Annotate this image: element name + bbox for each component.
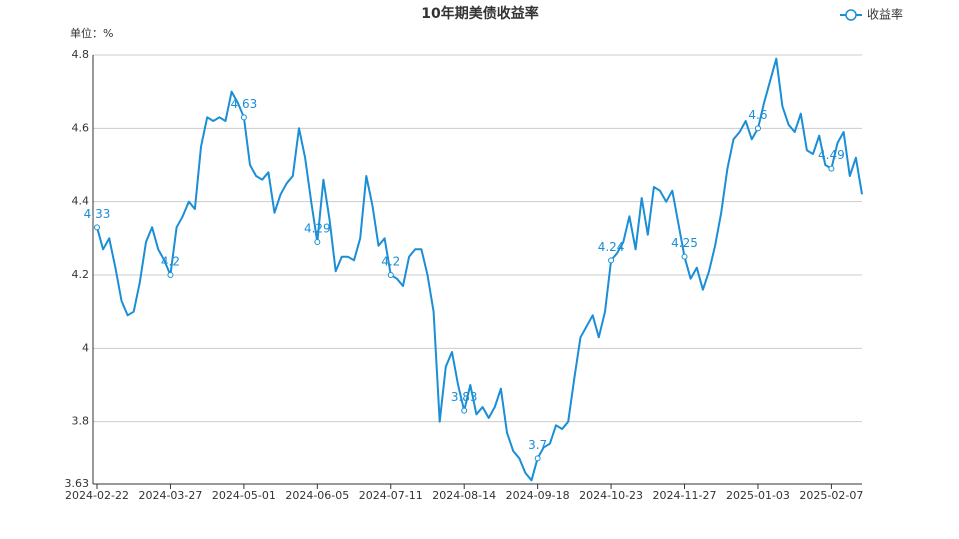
data-point — [608, 257, 615, 264]
data-point — [314, 239, 321, 245]
x-tick-label: 2024-07-11 — [359, 489, 423, 502]
x-tick-label: 2024-09-18 — [506, 489, 570, 502]
legend-marker — [845, 9, 857, 21]
data-label: 4.49 — [818, 148, 845, 162]
x-tick-label: 2024-08-14 — [432, 489, 496, 502]
x-tick-label: 2024-03-27 — [138, 489, 202, 502]
data-point — [167, 272, 174, 278]
x-tick-label: 2025-01-03 — [726, 489, 790, 502]
x-tick-label: 2025-02-07 — [799, 489, 863, 502]
data-label: 3.7 — [528, 438, 547, 452]
y-tick-label: 3.63 — [65, 477, 90, 490]
data-label: 3.83 — [451, 390, 478, 404]
y-tick-label: 3.8 — [72, 415, 90, 428]
x-tick-label: 2024-06-05 — [285, 489, 349, 502]
data-point — [240, 114, 247, 121]
y-tick-label: 4.8 — [72, 48, 90, 61]
y-axis-label: 单位：% — [70, 26, 113, 40]
data-point — [828, 165, 835, 172]
x-tick-label: 2024-02-22 — [65, 489, 129, 502]
data-point — [754, 125, 761, 132]
x-tick-label: 2024-10-23 — [579, 489, 643, 502]
data-label: 4.29 — [304, 222, 331, 236]
y-tick-label: 4.2 — [72, 268, 90, 281]
x-tick-label: 2024-11-27 — [653, 489, 717, 502]
data-label: 4.2 — [161, 255, 180, 269]
x-tick-label: 2024-05-01 — [212, 489, 276, 502]
series-line — [96, 57, 863, 482]
data-label: 4.33 — [84, 207, 111, 221]
data-point — [534, 455, 541, 462]
y-tick-label: 4.4 — [72, 195, 90, 208]
legend-label: 收益率 — [867, 7, 903, 22]
data-point — [387, 272, 394, 278]
data-label: 4.63 — [231, 97, 258, 111]
y-tick-label: 4 — [82, 341, 89, 354]
data-label: 4.6 — [748, 108, 767, 122]
data-label: 4.24 — [598, 240, 625, 254]
chart-title: 10年期美债收益率 — [421, 5, 538, 22]
y-tick-label: 4.6 — [72, 121, 90, 134]
data-label: 4.25 — [671, 236, 698, 250]
data-point — [681, 253, 688, 260]
data-point — [94, 224, 100, 231]
data-point — [461, 407, 468, 414]
data-label: 4.2 — [381, 255, 400, 269]
